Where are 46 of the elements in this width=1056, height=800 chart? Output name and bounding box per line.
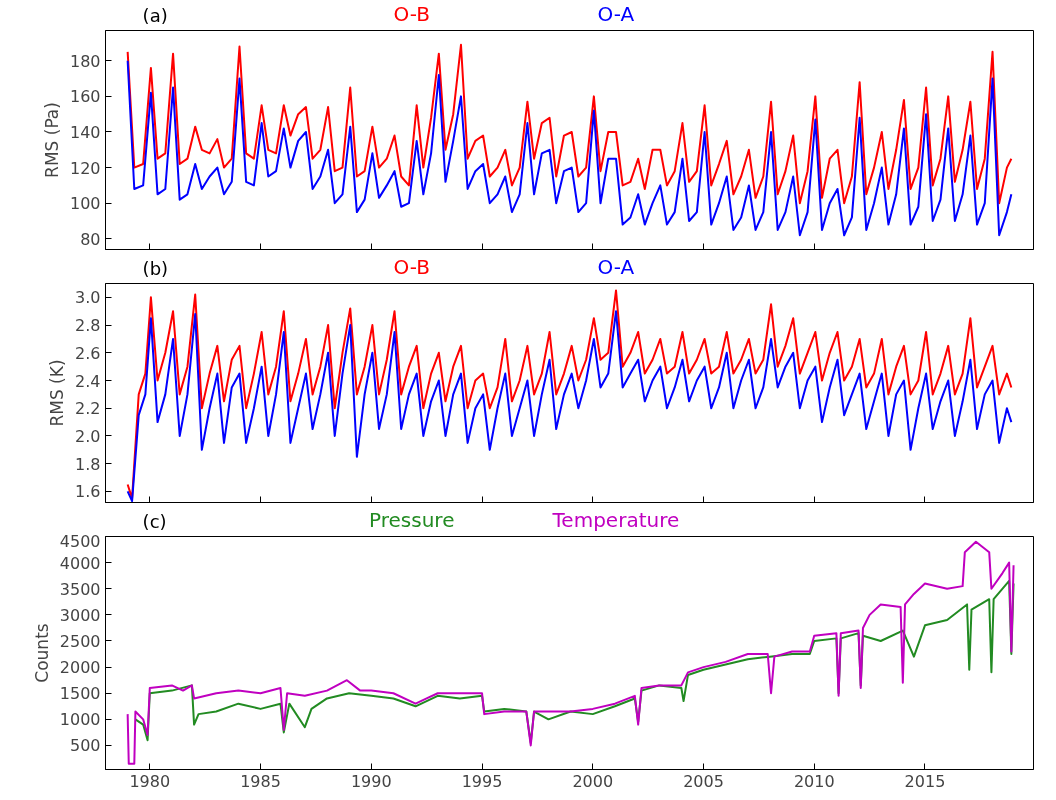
y-tick-label: 2.8 [75, 316, 101, 336]
x-tick-label: 2005 [683, 771, 724, 791]
y-tick-label: 4500 [59, 531, 101, 551]
y-tick-label: 180 [69, 51, 101, 71]
x-tick-label: 1990 [350, 771, 392, 791]
text: (b) [142, 257, 169, 279]
text: (a) [142, 4, 168, 26]
x-tick-label: 2000 [572, 771, 614, 791]
y-tick-label: 4000 [59, 553, 101, 573]
y-tick-label: 2500 [59, 631, 101, 651]
text: Temperature [551, 507, 680, 532]
y-tick-label: 1.8 [75, 454, 101, 474]
y-tick-label: 1.6 [75, 482, 101, 502]
y-tick-label: 100 [69, 194, 101, 214]
series-label: O-A [597, 254, 635, 279]
y-axis-title: RMS (Pa) [41, 102, 62, 178]
y-tick-label: 3000 [59, 605, 101, 625]
x-tick-label: 1995 [461, 771, 503, 791]
y-tick-label: 2.0 [75, 426, 101, 446]
x-tick-label: 2015 [904, 771, 946, 791]
y-tick-label: 1000 [59, 710, 101, 730]
text: Pressure [369, 507, 455, 532]
y-axis-title: RMS (K) [47, 359, 68, 427]
x-tick-label: 1985 [240, 771, 281, 791]
y-tick-label: 140 [69, 122, 101, 142]
text: O-A [597, 1, 635, 26]
y-tick-label: 120 [69, 158, 101, 178]
y-tick-label: 160 [69, 87, 101, 107]
y-tick-label: 3.0 [75, 288, 101, 308]
y-tick-label: 1500 [59, 684, 101, 704]
x-tick-label: 2010 [793, 771, 835, 791]
line-series [126, 540, 1015, 765]
text: (c) [142, 510, 167, 532]
x-tick-label: 1980 [129, 771, 171, 791]
series-label: O-B [393, 254, 431, 279]
y-tick-label: 2.6 [75, 343, 101, 363]
line-series [126, 43, 1013, 205]
series-label: O-B [393, 1, 431, 26]
line-series [126, 59, 1013, 237]
y-tick-label: 80 [80, 229, 101, 249]
y-tick-label: 500 [69, 736, 101, 756]
y-tick-label: 3500 [59, 579, 101, 599]
y-tick-label: 2000 [59, 658, 101, 678]
y-tick-label: 2.4 [75, 371, 101, 391]
y-tick-label: 2.2 [75, 399, 101, 419]
y-axis-title: Counts [31, 623, 52, 683]
